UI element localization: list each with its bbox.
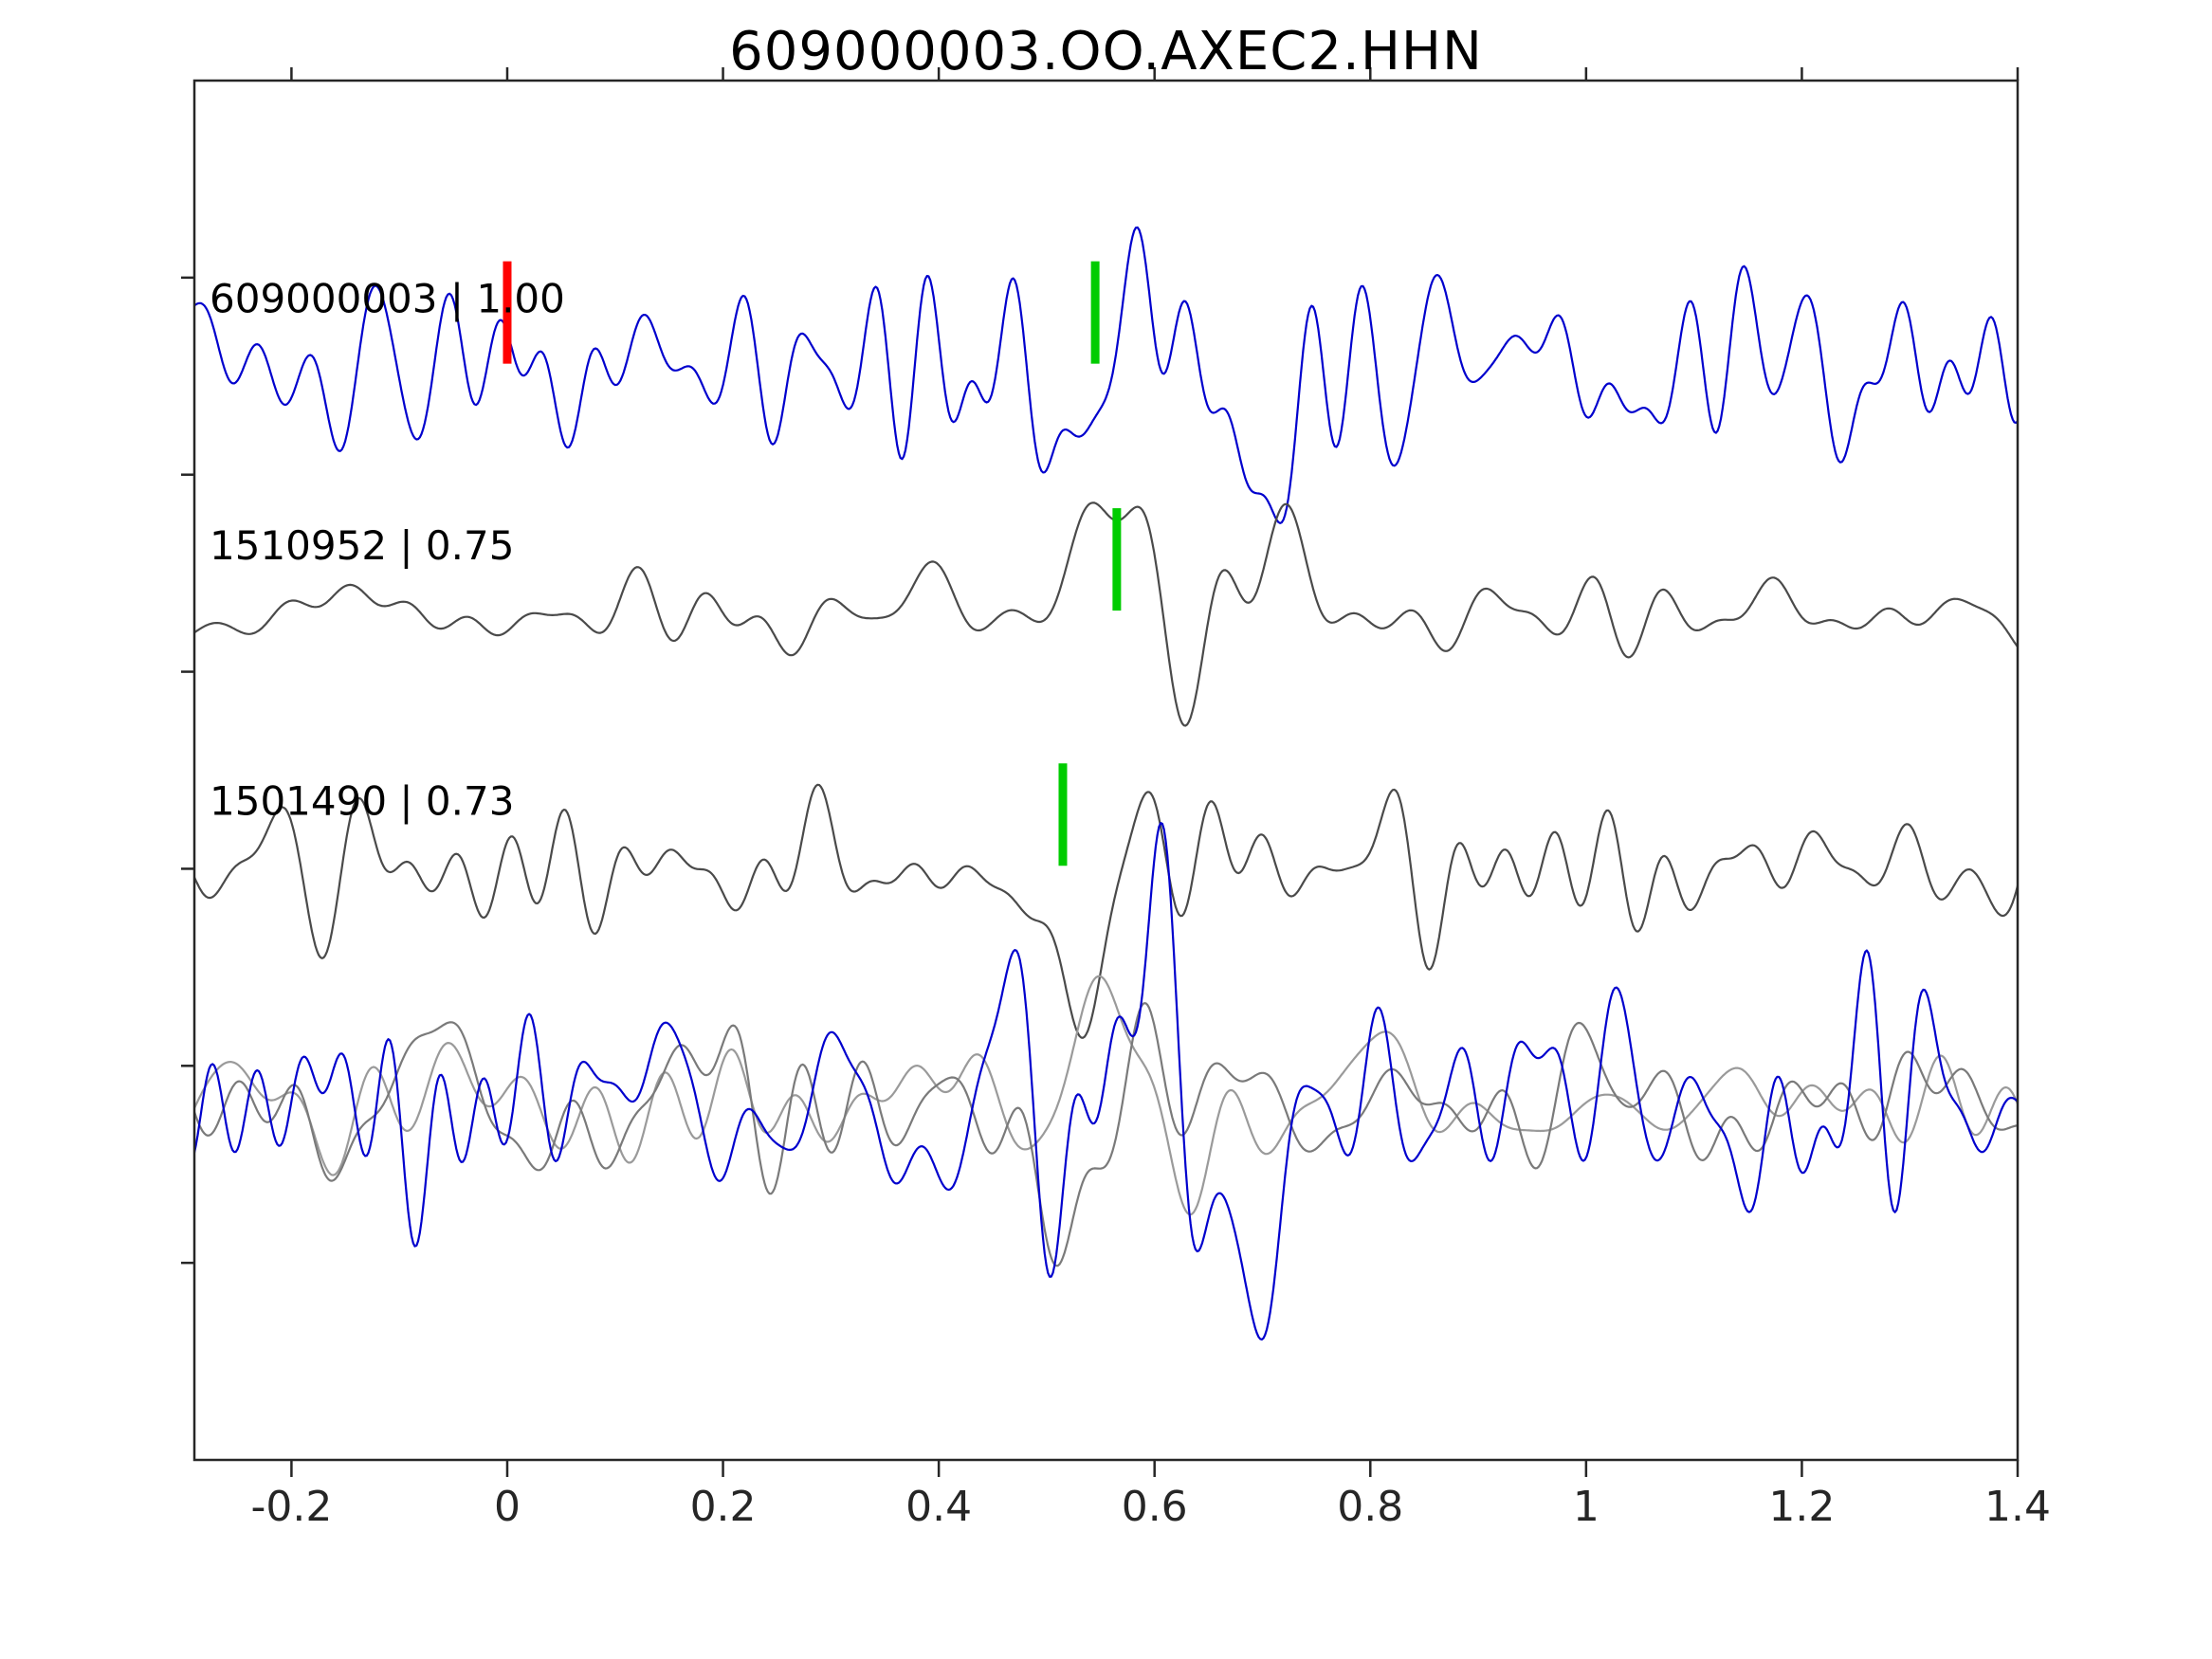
waveform-trace bbox=[194, 501, 2018, 727]
axis-tick-label: 0.2 bbox=[690, 1483, 757, 1531]
pick-marker bbox=[1090, 261, 1100, 364]
waveform-trace bbox=[194, 226, 2018, 524]
axis-tick-label: 0 bbox=[494, 1483, 521, 1531]
pick-marker bbox=[1058, 763, 1068, 866]
trace-label: 609000003 | 1.00 bbox=[210, 276, 565, 322]
axis-tick-label: 0.8 bbox=[1337, 1483, 1403, 1531]
chart-title: 609000003.OO.AXEC2.HHN bbox=[729, 21, 1483, 82]
axis-tick-label: -0.2 bbox=[250, 1483, 332, 1531]
axis-tick-label: 1.4 bbox=[1984, 1483, 2051, 1531]
pick-marker bbox=[1112, 508, 1122, 611]
axis-tick-label: 1 bbox=[1573, 1483, 1600, 1531]
axis-tick-label: 0.4 bbox=[905, 1483, 972, 1531]
waveform-trace bbox=[194, 783, 2018, 1039]
trace-label: 1510952 | 0.75 bbox=[210, 522, 514, 569]
axis-tick-label: 0.6 bbox=[1122, 1483, 1188, 1531]
waveform-trace bbox=[194, 822, 2018, 1341]
origin-marker bbox=[503, 261, 512, 364]
waveform-trace bbox=[194, 1002, 2018, 1267]
waveform-trace bbox=[194, 975, 2018, 1216]
plot-border bbox=[192, 79, 2020, 1462]
trace-label: 1501490 | 0.73 bbox=[210, 777, 514, 824]
axis-tick-label: 1.2 bbox=[1768, 1483, 1835, 1531]
